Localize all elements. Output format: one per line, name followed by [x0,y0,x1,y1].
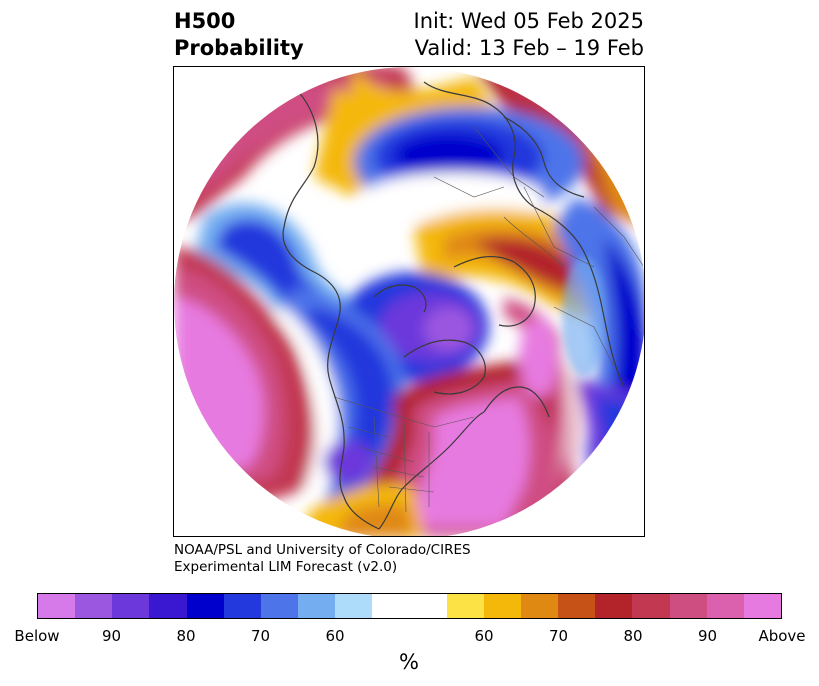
quantity-label: Probability [174,36,304,60]
country-borders [333,126,644,513]
probability-map [174,67,644,536]
colorbar-segment [521,594,559,618]
colorbar-tick-label: 80 [623,627,643,645]
colorbar-segment [446,594,484,618]
colorbar-tick-label: Below [14,627,60,645]
init-date: Init: Wed 05 Feb 2025 [413,9,644,33]
colorbar-segment [38,594,76,618]
colorbar-tick-label: 60 [325,627,345,645]
date-info: Init: Wed 05 Feb 2025 Valid: 13 Feb – 19… [414,8,644,62]
colorbar-tick-label: 90 [101,627,122,645]
colorbar-segment [743,594,782,618]
credit-line-1: NOAA/PSL and University of Colorado/CIRE… [174,542,471,558]
colorbar-segment [558,594,596,618]
colorbar-segment [149,594,187,618]
colorbar-segment [186,594,224,618]
credit-text: NOAA/PSL and University of Colorado/CIRE… [174,542,471,576]
colorbar-segment [223,594,261,618]
colorbar-tick-label: Above [758,627,806,645]
map-panel [173,66,645,537]
colorbar-segment [706,594,744,618]
colorbar-tick-label: 70 [548,627,569,645]
colorbar-segment [75,594,113,618]
colorbar-segment [260,594,299,618]
colorbar-segment [112,594,150,618]
colorbar-unit: % [399,650,419,674]
colorbar-segment [298,594,336,618]
colorbar-segment [632,594,670,618]
probability-field [174,67,644,536]
colorbar [37,593,782,619]
colorbar-segment [372,594,447,618]
colorbar-segment [335,594,373,618]
colorbar-tick-label: 80 [176,627,196,645]
colorbar-segment [669,594,707,618]
map-title: H500 Probability [174,8,304,62]
credit-line-2: Experimental LIM Forecast (v2.0) [174,559,398,575]
valid-range: Valid: 13 Feb – 19 Feb [414,36,644,60]
colorbar-tick-label: 90 [697,627,718,645]
colorbar-tick-label: 70 [250,627,271,645]
colorbar-segment [595,594,633,618]
colorbar-segment [483,594,522,618]
colorbar-tick-label: 60 [474,627,494,645]
variable-label: H500 [174,9,236,33]
